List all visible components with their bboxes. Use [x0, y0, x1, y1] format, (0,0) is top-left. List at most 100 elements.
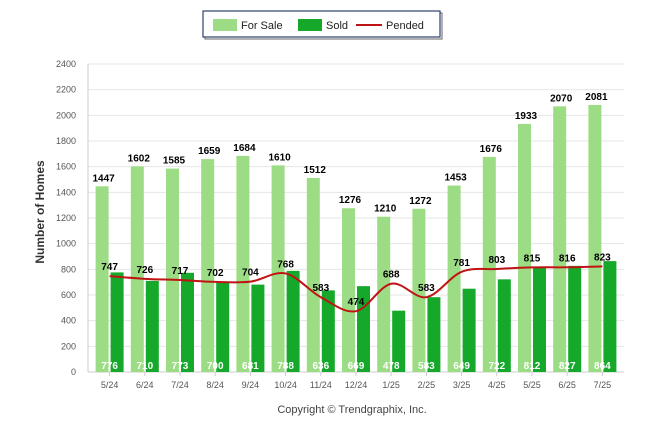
x-tick-label: 4/25 [488, 380, 506, 390]
y-tick-label: 400 [61, 316, 76, 326]
x-tick-label: 7/24 [171, 380, 189, 390]
pended-value-label: 815 [524, 253, 541, 264]
sold-bars [110, 261, 617, 372]
y-tick-label: 1800 [56, 136, 76, 146]
y-axis-label: Number of Homes [33, 160, 47, 264]
pended-line [109, 265, 603, 313]
sold-value-label: 583 [418, 361, 435, 372]
sold-value-label: 649 [453, 361, 470, 372]
x-tick-label: 7/25 [594, 380, 612, 390]
sold-bar [286, 270, 300, 372]
x-tick-label: 3/25 [453, 380, 471, 390]
sold-bar [568, 265, 582, 372]
for-sale-bar [553, 106, 567, 372]
pended-value-label: 583 [312, 283, 329, 294]
pended-series-line [109, 265, 603, 313]
sold-bar [533, 267, 546, 372]
y-tick-labels: 0 200 400 600 800 1000 1200 1400 1600 1800 2000 220… [56, 59, 76, 377]
y-tick-label: 2200 [56, 85, 76, 95]
for-sale-value-label: 1512 [304, 165, 327, 176]
x-tick-label: 5/25 [523, 380, 541, 390]
legend-label-for-sale: For Sale [241, 20, 283, 32]
for-sale-bar [95, 186, 109, 372]
pended-value-label: 747 [101, 262, 118, 273]
x-tick-label: 12/24 [345, 380, 368, 390]
for-sale-value-label: 2070 [550, 93, 573, 104]
x-tick-label: 10/24 [274, 380, 297, 390]
sold-bar [216, 282, 230, 372]
x-tick-label: 9/24 [242, 380, 260, 390]
pended-value-label: 583 [418, 283, 435, 294]
pended-value-label: 768 [277, 259, 294, 270]
legend-label-pended: Pended [386, 20, 424, 32]
sold-value-label: 812 [524, 361, 541, 372]
for-sale-bar [166, 168, 179, 372]
for-sale-bar [377, 216, 391, 372]
for-sale-bar [201, 159, 215, 372]
for-sale-value-label: 1933 [515, 111, 538, 122]
x-tick-label: 6/25 [558, 380, 576, 390]
y-tick-label: 600 [61, 290, 76, 300]
pended-value-label: 726 [136, 265, 153, 276]
data-labels: 1447 776 1602 710 1585 773 1659 700 1684 681 1610 7… [92, 92, 611, 372]
for-sale-bar [130, 166, 144, 372]
for-sale-value-label: 1684 [233, 143, 256, 154]
for-sale-bar [447, 185, 461, 372]
for-sale-bar [412, 208, 426, 372]
for-sale-value-label: 1210 [374, 204, 397, 215]
for-sale-bars [95, 104, 602, 373]
for-sale-bar [342, 208, 355, 372]
sold-bar [321, 290, 335, 372]
for-sale-bar [271, 165, 285, 372]
sold-value-label: 773 [172, 361, 189, 372]
sold-bar [145, 280, 159, 372]
sold-value-label: 669 [348, 361, 365, 372]
for-sale-value-label: 1447 [92, 173, 115, 184]
sold-bar [357, 286, 370, 372]
sold-bar [603, 261, 617, 372]
sold-value-label: 827 [559, 361, 576, 372]
x-tick-label: 2/25 [418, 380, 436, 390]
pended-value-label: 823 [594, 252, 611, 263]
sold-bar [462, 288, 476, 372]
copyright-text: Copyright © Trendgraphix, Inc. [277, 404, 426, 416]
legend-swatch-sold [298, 19, 322, 31]
pended-value-label: 688 [383, 270, 400, 281]
y-tick-label: 2000 [56, 110, 76, 120]
x-tick-label: 5/24 [101, 380, 119, 390]
sold-value-label: 710 [136, 361, 153, 372]
for-sale-bar [306, 177, 320, 372]
sold-bar [427, 297, 441, 372]
for-sale-value-label: 1659 [198, 146, 221, 157]
sold-value-label: 478 [383, 361, 400, 372]
pended-value-label: 781 [453, 258, 470, 269]
for-sale-value-label: 1676 [480, 144, 503, 155]
for-sale-bar [236, 155, 250, 372]
y-tick-label: 1000 [56, 239, 76, 249]
y-tick-label: 0 [71, 367, 76, 377]
for-sale-value-label: 1276 [339, 195, 362, 206]
legend-label-sold: Sold [326, 20, 348, 32]
y-tick-label: 200 [61, 341, 76, 351]
x-tick-label: 8/24 [206, 380, 224, 390]
for-sale-bar [518, 123, 531, 372]
y-tick-label: 2400 [56, 59, 76, 69]
sold-value-label: 776 [101, 361, 118, 372]
sold-value-label: 700 [207, 361, 224, 372]
pended-value-label: 702 [207, 268, 224, 279]
legend-frame [202, 10, 441, 38]
sold-value-label: 864 [594, 361, 611, 372]
x-tick-label: 11/24 [310, 380, 332, 390]
sold-value-label: 722 [488, 361, 505, 372]
legend: For Sale Sold Pended [202, 10, 443, 40]
pended-value-label: 704 [242, 268, 259, 279]
pended-value-label: 717 [172, 266, 189, 277]
sold-bar [497, 279, 511, 372]
sold-bar [392, 310, 406, 372]
pended-value-label: 816 [559, 253, 576, 264]
for-sale-bar [482, 156, 496, 372]
for-sale-value-label: 2081 [585, 92, 608, 103]
y-tick-label: 1200 [56, 213, 76, 223]
for-sale-bar [588, 104, 602, 373]
